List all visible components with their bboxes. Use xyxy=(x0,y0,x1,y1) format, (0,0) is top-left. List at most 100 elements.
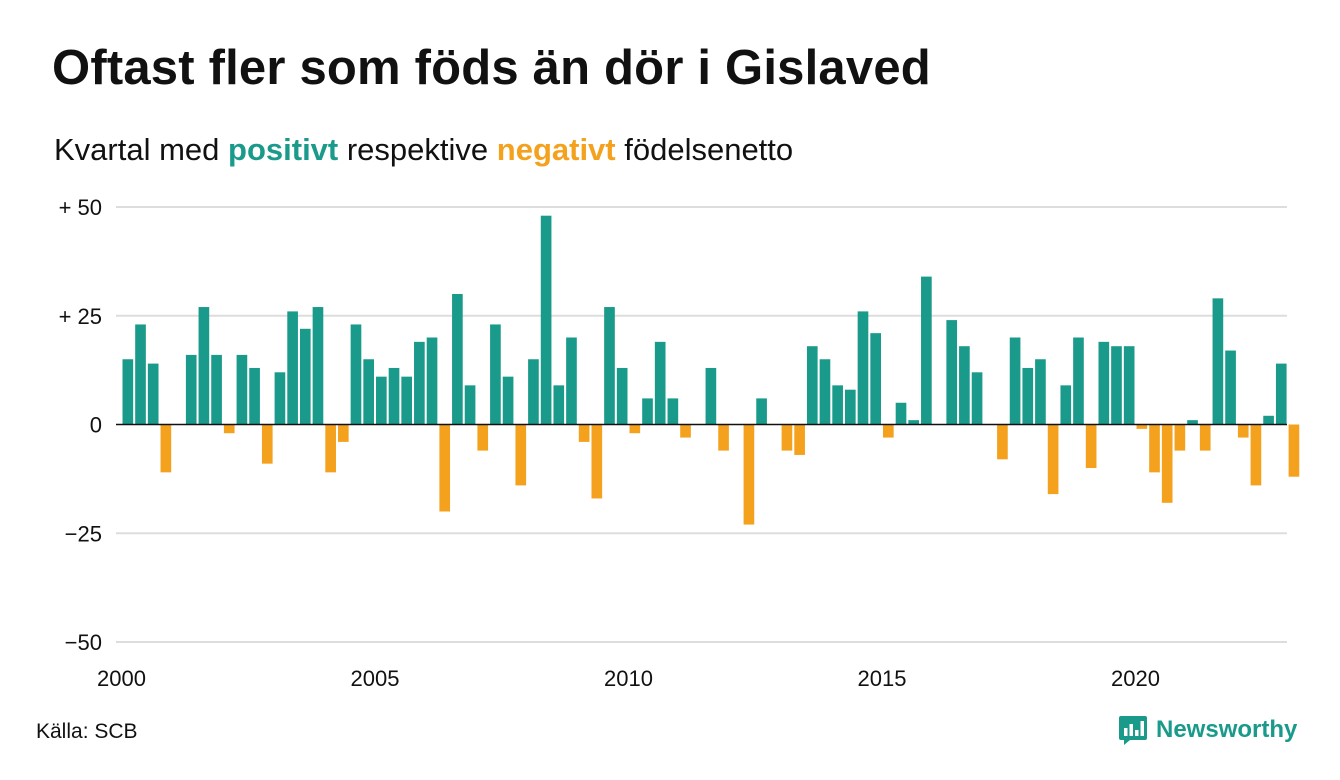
bar-positive xyxy=(921,276,932,425)
bar-negative xyxy=(439,424,451,512)
bar-positive xyxy=(1123,346,1135,425)
bar-positive xyxy=(490,324,501,425)
bar-negative xyxy=(743,424,755,525)
bar-positive xyxy=(667,398,679,425)
bar-positive xyxy=(185,354,197,425)
bar-positive xyxy=(1098,341,1110,425)
bar-positive xyxy=(844,389,856,425)
bar-negative xyxy=(794,424,805,455)
bar-negative xyxy=(591,424,603,499)
bar-positive xyxy=(1187,420,1198,425)
bar-positive xyxy=(642,398,653,425)
chart-title: Oftast fler som föds än dör i Gislaved xyxy=(52,41,931,95)
bar-negative xyxy=(718,424,729,451)
bar-positive xyxy=(705,367,717,425)
bar-negative xyxy=(680,424,691,438)
bar-negative xyxy=(477,424,489,451)
bar-positive xyxy=(211,354,222,425)
bar-negative xyxy=(1199,424,1211,451)
bar-negative xyxy=(325,424,336,473)
bar-positive xyxy=(376,376,387,425)
bar-negative xyxy=(337,424,349,442)
bar-positive xyxy=(616,367,628,425)
bar-positive xyxy=(414,341,425,425)
bar-negative xyxy=(578,424,590,442)
bar-positive xyxy=(1009,337,1021,425)
bar-positive xyxy=(249,367,260,425)
x-tick-label: 2020 xyxy=(1111,666,1160,691)
bar-positive xyxy=(819,359,831,425)
bar-negative xyxy=(1149,424,1160,473)
bar-negative xyxy=(1288,424,1300,477)
y-tick-label: −50 xyxy=(65,630,102,655)
subtitle-suffix: födelsenetto xyxy=(615,132,794,167)
subtitle-positive-label: positivt xyxy=(228,132,339,167)
subtitle-negative-label: negativt xyxy=(496,132,616,167)
bar-positive xyxy=(971,372,983,425)
subtitle-prefix: Kvartal med xyxy=(54,132,229,167)
bar-positive xyxy=(1073,337,1084,425)
bar-negative xyxy=(1047,424,1059,495)
bar-positive xyxy=(528,359,539,425)
bar-negative xyxy=(261,424,273,464)
bar-positive xyxy=(236,354,248,425)
bar-positive xyxy=(946,320,958,425)
bar-positive xyxy=(959,346,970,425)
bar-negative xyxy=(1237,424,1249,438)
bar-positive xyxy=(540,215,552,425)
bar-positive xyxy=(895,402,907,425)
y-tick-label: 0 xyxy=(90,413,102,438)
bar-positive xyxy=(452,294,463,425)
bar-positive xyxy=(857,311,869,425)
bar-chart-speech-bubble-icon xyxy=(1119,716,1147,745)
bar-positive xyxy=(832,385,843,425)
bar-positive xyxy=(604,307,615,425)
y-tick-label: + 25 xyxy=(59,304,102,329)
bar-positive xyxy=(312,307,324,425)
bar-positive xyxy=(1225,350,1236,425)
bar-positive xyxy=(756,398,767,425)
y-axis-ticks: + 50 + 25 0 −25 −50 xyxy=(59,195,102,655)
source-note: Källa: SCB xyxy=(36,720,138,743)
bar-positive xyxy=(654,341,666,425)
bar-positive xyxy=(274,372,286,425)
bar-positive xyxy=(388,367,400,425)
bar-negative xyxy=(997,424,1008,460)
chart-subtitle: Kvartal med positivt respektive negativt… xyxy=(54,132,793,168)
bar-positive xyxy=(908,420,920,425)
bar-negative xyxy=(883,424,894,438)
bar-positive xyxy=(135,324,146,425)
bar-negative xyxy=(1161,424,1173,503)
bars xyxy=(122,215,1300,525)
grid-lines xyxy=(116,206,1287,643)
y-tick-label: −25 xyxy=(65,521,102,546)
brand-name: Newsworthy xyxy=(1156,716,1298,743)
bar-positive xyxy=(553,385,565,425)
x-tick-label: 2005 xyxy=(351,666,400,691)
bar-positive xyxy=(502,376,514,425)
x-tick-label: 2000 xyxy=(97,666,146,691)
bar-positive xyxy=(806,346,818,425)
bar-negative xyxy=(515,424,527,486)
bar-positive xyxy=(464,385,476,425)
bar-negative xyxy=(1250,424,1262,486)
bar-positive xyxy=(1263,415,1274,425)
bar-negative xyxy=(629,424,641,434)
bar-positive xyxy=(287,311,298,425)
brand-logo: Newsworthy xyxy=(1118,714,1297,746)
bar-positive xyxy=(122,359,134,425)
bar-positive xyxy=(1035,359,1046,425)
bar-positive xyxy=(1060,385,1072,425)
bar-negative xyxy=(223,424,235,434)
bar-positive xyxy=(198,307,210,425)
x-axis-ticks: 2000 2005 2010 2015 2020 xyxy=(97,666,1160,691)
y-tick-label: + 50 xyxy=(59,195,102,220)
bar-positive xyxy=(1022,367,1034,425)
bar-negative xyxy=(160,424,172,473)
bar-negative xyxy=(1085,424,1097,468)
bar-positive xyxy=(401,376,413,425)
bar-positive xyxy=(363,359,374,425)
bar-positive xyxy=(426,337,438,425)
x-tick-label: 2010 xyxy=(604,666,653,691)
subtitle-middle: respektive xyxy=(338,132,497,167)
